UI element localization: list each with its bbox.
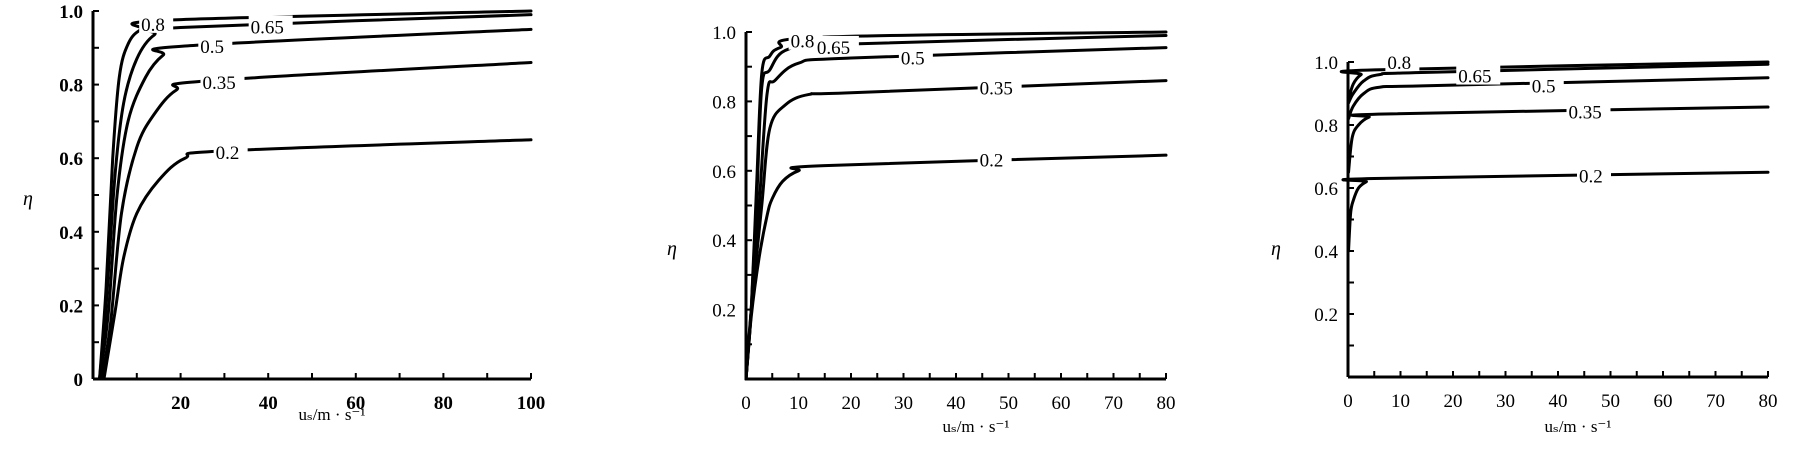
y-axis-title: η: [1271, 238, 1281, 260]
x-tick-label: 0: [1343, 391, 1353, 412]
y-tick-label: 0.8: [59, 76, 83, 97]
series-label: 0.5: [1532, 77, 1556, 98]
series-label: 0.65: [817, 38, 850, 59]
series-label-gap: [1577, 164, 1611, 185]
y-tick-label: 0.4: [59, 223, 83, 244]
x-tick-label: 80: [434, 393, 453, 414]
x-axis-title: uₛ/m · s⁻¹: [942, 417, 1009, 436]
x-tick-label: 60: [1052, 393, 1071, 414]
x-tick-label: 50: [1601, 391, 1620, 412]
series-line-0-5: [744, 46, 1168, 381]
series-line-0-65: [1347, 62, 1770, 105]
series-label-gap: [898, 46, 933, 67]
series-line-0-65: [98, 13, 533, 381]
panel-2: 0 10 20 30 40 50 60 70 80 0.2 0.4 0.6 0.8 1.0 uₛ/m · s…: [667, 23, 1175, 436]
panel-1: 20 40 60 80 100 0 0.2 0.4 0.6 0.8 1.0 uₛ/m · s⁻¹ η 0.…: [23, 2, 545, 424]
x-axis-title: uₛ/m · s⁻¹: [298, 405, 365, 424]
series-line-0-35: [100, 61, 533, 381]
series-label: 0.8: [141, 15, 165, 36]
series-label-gap: [1566, 100, 1611, 121]
x-tick-label: 30: [1496, 391, 1515, 412]
x-tick-label: 40: [947, 393, 966, 414]
x-tick-label: 20: [842, 393, 861, 414]
y-tick-label: 0.6: [1314, 179, 1338, 200]
x-tick-label: 0: [741, 393, 751, 414]
x-tick-label: 80: [1157, 393, 1176, 414]
series-label-gap: [200, 71, 245, 92]
series-label-gap: [213, 140, 248, 161]
series-label: 0.35: [980, 79, 1013, 100]
series-line-0-2: [102, 138, 533, 381]
y-axis-title: η: [23, 188, 33, 210]
x-tick-label: 60: [346, 393, 365, 414]
series-label: 0.8: [1387, 53, 1411, 74]
series-label-gap: [248, 15, 293, 36]
series-label-gap: [788, 29, 823, 50]
series-line-0-35: [1347, 105, 1770, 174]
y-axis-title: η: [667, 238, 677, 260]
series-label: 0.8: [791, 32, 815, 53]
series-label: 0.35: [203, 73, 236, 94]
series-label: 0.2: [216, 143, 240, 164]
x-tick-label: 60: [1654, 391, 1673, 412]
series-label-gap: [1385, 51, 1420, 71]
y-tick-label: 0.2: [1314, 305, 1338, 326]
x-tick-label: 20: [171, 393, 190, 414]
series-label: 0.65: [251, 17, 284, 38]
series-label-gap: [814, 35, 859, 56]
y-tick-label: 0.2: [712, 301, 736, 322]
series-label-gap: [139, 12, 174, 33]
y-tick-label: 0.6: [712, 162, 736, 183]
x-tick-label: 40: [259, 393, 278, 414]
y-tick-label: 1.0: [59, 2, 83, 23]
x-tick-label: 20: [1444, 391, 1463, 412]
series-line-0-8: [1339, 60, 1770, 102]
y-tick-label: 0.4: [1314, 242, 1338, 263]
x-tick-label: 40: [1549, 391, 1568, 412]
series-label: 0.5: [901, 48, 925, 69]
series-line-0-5: [1347, 76, 1770, 121]
y-tick-label: 0.2: [59, 296, 83, 317]
series-label: 0.2: [980, 151, 1004, 172]
series-line-0-5: [98, 27, 533, 381]
series-label: 0.5: [200, 37, 224, 58]
series-label-gap: [1529, 74, 1564, 95]
x-tick-label: 100: [517, 393, 546, 414]
y-tick-label: 0.6: [59, 149, 83, 170]
x-tick-label: 80: [1759, 391, 1778, 412]
x-tick-label: 10: [1391, 391, 1410, 412]
series-line-0-2: [744, 153, 1168, 381]
y-tick-label: 1.0: [712, 23, 736, 44]
series-label-gap: [977, 148, 1012, 169]
series-label: 0.65: [1458, 67, 1491, 88]
y-tick-label: 0: [74, 370, 84, 391]
y-tick-label: 0.8: [1314, 116, 1338, 137]
x-tick-label: 70: [1104, 393, 1123, 414]
series-line-0-35: [744, 79, 1168, 381]
x-tick-label: 10: [789, 393, 808, 414]
x-tick-label: 50: [999, 393, 1018, 414]
panel-3: 0 10 20 30 40 50 60 70 80 0.2 0.4 0.6 0.8 1.0 uₛ/m · s…: [1271, 51, 1778, 436]
y-tick-label: 1.0: [1314, 53, 1338, 74]
y-tick-label: 0.4: [712, 231, 736, 252]
series-line-0-2: [1341, 170, 1770, 253]
x-tick-label: 30: [894, 393, 913, 414]
series-label: 0.2: [1579, 166, 1603, 187]
x-tick-label: 70: [1706, 391, 1725, 412]
series-label-gap: [1456, 64, 1501, 85]
x-axis-title: uₛ/m · s⁻¹: [1544, 417, 1611, 436]
series-label-gap: [198, 34, 233, 55]
series-label: 0.35: [1569, 102, 1602, 123]
series-label-gap: [977, 76, 1022, 97]
series-line-0-65: [744, 33, 1168, 381]
y-tick-label: 0.8: [712, 92, 736, 113]
